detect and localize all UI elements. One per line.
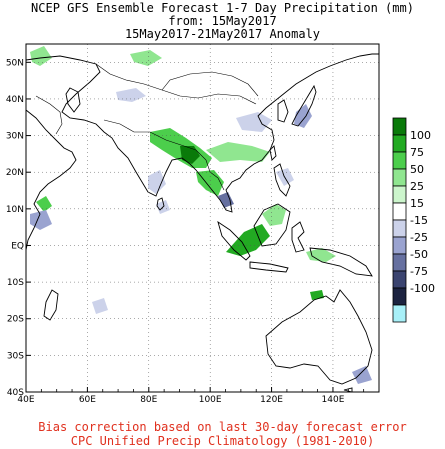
x-tick-label: 60E: [79, 395, 96, 405]
border-south-asia: [103, 119, 207, 161]
colorbar-swatch: [392, 270, 407, 289]
x-tick-label: 100E: [199, 395, 222, 405]
dry-anomaly-india: [148, 170, 166, 194]
coast-korea: [277, 99, 289, 123]
colorbar-label: -15: [410, 214, 428, 227]
colorbar-swatch: [392, 236, 407, 255]
footer-line-2: CPC Unified Precip Climatology (1981-201…: [70, 434, 375, 448]
colorbar-swatch: [392, 219, 407, 238]
colorbar-swatch: [392, 185, 407, 204]
x-tick-label: 120E: [260, 395, 283, 405]
gridlines: [26, 44, 379, 392]
title-line-3: 15May2017-21May2017 Anomaly: [124, 27, 321, 41]
map-background: [26, 44, 379, 392]
y-tick-label: 10N: [6, 205, 24, 215]
wet-anomaly-new-guinea: [306, 248, 336, 262]
colorbar-swatch: [392, 253, 407, 272]
coast-sulawesi: [291, 221, 305, 253]
border-central-asia: [95, 63, 257, 105]
map-frame: [25, 43, 380, 393]
colorbar: 100 75 50 25 15 -15 -25 -50 -75 -100: [392, 117, 435, 323]
x-tick-label: 40E: [17, 395, 34, 405]
y-tick-label: 30N: [6, 132, 24, 142]
coast-sumatra: [217, 220, 251, 261]
colorbar-swatch: [392, 287, 407, 306]
coast-new-guinea: [309, 247, 373, 277]
wet-anomaly-borneo: [262, 204, 286, 226]
y-tick-label: 20S: [7, 315, 24, 325]
dry-anomaly-indian-ocean: [92, 298, 108, 314]
y-tick-label: 50N: [6, 58, 24, 68]
border-middle-east: [35, 95, 63, 135]
coast-australia: [265, 289, 373, 385]
wet-anomaly-bangladesh: [180, 146, 200, 164]
y-tick-label: EQ: [11, 241, 24, 251]
colorbar-swatch: [392, 134, 407, 153]
colorbar-swatch: [392, 151, 407, 170]
colorbar-swatch: [392, 202, 407, 221]
coast-eurasia: [26, 53, 379, 213]
anomaly-shading: [30, 46, 372, 384]
wet-anomaly-west-africa: [36, 196, 52, 212]
y-tick-label: 20N: [6, 168, 24, 178]
coast-sri-lanka: [156, 197, 165, 211]
country-borders: [35, 63, 259, 191]
title-line-2: from: 15May2017: [168, 14, 277, 28]
colorbar-label: -25: [410, 231, 428, 244]
coast-japan: [291, 84, 317, 127]
wet-anomaly-south-china: [206, 142, 270, 162]
colorbar-label: -75: [410, 265, 428, 278]
coast-java: [249, 261, 289, 273]
x-tick-label: 80E: [140, 395, 157, 405]
axis-ticks: 40E 60E 80E 100E 120E 140E 50N 40N 30N 20N 10N EQ 10…: [6, 58, 365, 405]
wet-anomaly-siberia: [130, 50, 162, 66]
wet-anomaly-indochina: [196, 170, 224, 196]
coast-arabia-africa: [26, 109, 77, 251]
colorbar-label: 25: [410, 180, 424, 193]
coast-caspian: [65, 87, 81, 113]
border-indochina: [205, 159, 225, 191]
x-tick-label: 140E: [322, 395, 345, 405]
wet-anomaly-sumatra: [226, 224, 270, 256]
coast-philippines: [273, 163, 291, 197]
dry-anomaly-mongolia: [116, 88, 146, 102]
colorbar-label: -100: [410, 282, 435, 295]
wet-anomaly-arabia: [30, 46, 52, 66]
title-line-1: NCEP GFS Ensemble Forecast 1-7 Day Preci…: [31, 1, 414, 15]
y-tick-label: 40S: [7, 388, 24, 398]
y-tick-label: 10S: [7, 278, 24, 288]
colorbar-label: 100: [410, 129, 431, 142]
y-tick-label: 30S: [7, 351, 24, 361]
colorbar-label: 15: [410, 197, 424, 210]
colorbar-swatch: [392, 304, 407, 323]
colorbar-label: 50: [410, 163, 424, 176]
dry-anomaly-japan: [294, 104, 312, 128]
colorbar-label: -50: [410, 248, 428, 261]
coast-madagascar: [43, 289, 59, 321]
y-tick-label: 40N: [6, 95, 24, 105]
border-mongolia: [161, 71, 259, 97]
footer-line-1: Bias correction based on last 30-day for…: [38, 420, 407, 434]
colorbar-label: 75: [410, 146, 424, 159]
dry-anomaly-tasman: [352, 366, 372, 384]
dry-anomaly-east-china: [236, 112, 272, 132]
colorbar-swatch: [392, 168, 407, 187]
colorbar-swatch: [392, 117, 407, 136]
